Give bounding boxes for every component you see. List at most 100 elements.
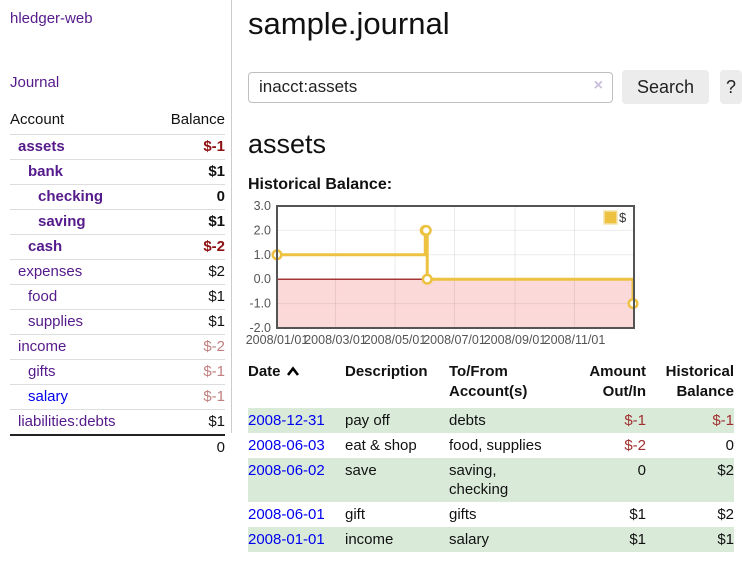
- transaction-date-link[interactable]: 2008-12-31: [248, 412, 325, 429]
- data-point-marker: [421, 273, 433, 285]
- legend-swatch: [603, 210, 618, 225]
- balance-column-header: Balance: [170, 111, 225, 128]
- account-balance: $-1: [152, 134, 225, 160]
- chart-canvas: 3.0 2.0 1.0 0.0 -1.0 -2.02008/01/012008/03/01…: [246, 199, 639, 347]
- transaction-description: gift: [345, 506, 366, 523]
- transaction-date-link[interactable]: 2008-01-01: [248, 531, 325, 548]
- chart-title: Historical Balance:: [248, 176, 393, 193]
- transaction-accounts: gifts: [449, 506, 477, 523]
- account-balance: $1: [152, 309, 225, 335]
- y-tick-label: 3.0: [254, 199, 271, 213]
- main-content: sample.journal × Search ? assets Histori…: [246, 0, 742, 552]
- x-tick-label: 2008/07/01: [423, 333, 486, 347]
- sidebar-item-journal[interactable]: Journal: [10, 74, 60, 91]
- account-link-liabilities-debts[interactable]: liabilities:debts: [18, 413, 116, 430]
- transaction-date-link[interactable]: 2008-06-03: [248, 437, 325, 454]
- search-bar: × Search ?: [248, 70, 742, 104]
- x-tick-label: 2008/01/01: [246, 333, 309, 347]
- account-row: bank $1: [10, 159, 225, 185]
- clear-search-icon[interactable]: ×: [593, 76, 603, 94]
- transaction-accounts: salary: [449, 531, 490, 548]
- transaction-description: pay off: [345, 412, 390, 429]
- x-tick-label: 2008/05/01: [364, 333, 427, 347]
- account-balance: $-2: [152, 334, 225, 360]
- account-balance: $-1: [152, 384, 225, 410]
- transaction-amount: $-2: [624, 437, 646, 454]
- y-tick-label: -1.0: [249, 297, 271, 311]
- transaction-description: eat & shop: [345, 437, 417, 454]
- account-link-expenses[interactable]: expenses: [18, 263, 83, 280]
- transaction-balance: $2: [717, 462, 734, 479]
- transaction-description: income: [345, 531, 394, 548]
- transaction-balance: 0: [725, 437, 734, 454]
- account-link-bank[interactable]: bank: [28, 163, 64, 180]
- transaction-amount: $-1: [624, 412, 646, 429]
- search-input[interactable]: [248, 71, 613, 103]
- transaction-row: 2008-06-02 save saving, checking 0 $2: [248, 458, 734, 502]
- transaction-row: 2008-01-01 income salary $1 $1: [248, 527, 734, 552]
- historical-balance-chart: 3.0 2.0 1.0 0.0 -1.0 -2.0 2008/01/01 2008/03/01…: [240, 198, 742, 350]
- transaction-date-link[interactable]: 2008-06-01: [248, 506, 325, 523]
- plot-border: [276, 205, 635, 329]
- account-row: supplies $1: [10, 309, 225, 335]
- help-button[interactable]: ?: [720, 70, 742, 104]
- account-balance: $-2: [152, 234, 225, 260]
- y-tick-label: 2.0: [254, 223, 271, 237]
- account-link-salary[interactable]: salary: [28, 388, 69, 405]
- account-link-checking[interactable]: checking: [38, 188, 104, 205]
- y-tick-label: 1.0: [254, 248, 271, 262]
- account-link-gifts[interactable]: gifts: [28, 363, 56, 380]
- page-title: sample.journal: [248, 6, 450, 41]
- account-row: salary $-1: [10, 384, 225, 410]
- account-link-assets[interactable]: assets: [18, 138, 65, 155]
- account-link-food[interactable]: food: [28, 288, 58, 305]
- transaction-balance: $1: [717, 531, 734, 548]
- date-column-header[interactable]: Date: [248, 359, 345, 408]
- description-column-header: Description: [345, 363, 428, 380]
- legend-label: $: [619, 210, 627, 225]
- account-link-income[interactable]: income: [18, 338, 67, 355]
- account-link-saving[interactable]: saving: [38, 213, 86, 230]
- app-brand-link[interactable]: hledger-web: [10, 10, 93, 27]
- account-row: assets $-1: [10, 134, 225, 160]
- account-column-header: Account: [10, 111, 65, 128]
- transaction-row: 2008-06-03 eat & shop food, supplies $-2 0: [248, 433, 734, 458]
- search-button[interactable]: Search: [622, 70, 710, 104]
- accounts-table-header: Account Balance: [10, 108, 225, 135]
- transaction-amount: 0: [637, 462, 646, 479]
- account-row: income $-2: [10, 334, 225, 360]
- y-tick-label: -2.0: [249, 321, 271, 335]
- transaction-amount: $1: [629, 531, 646, 548]
- account-balance: $1: [152, 409, 225, 435]
- register-table: Date Description To/From Account(s) Amou…: [248, 359, 734, 552]
- account-row: gifts $-1: [10, 359, 225, 385]
- transaction-date-link[interactable]: 2008-06-02: [248, 462, 325, 479]
- x-tick-label: 2008/03/01: [304, 333, 367, 347]
- transaction-balance: $2: [717, 506, 734, 523]
- amount-column-header: Amount Out/In: [589, 363, 646, 400]
- account-link-cash[interactable]: cash: [28, 238, 63, 255]
- register-header-row: Date Description To/From Account(s) Amou…: [248, 359, 734, 408]
- sidebar: hledger-web Journal Account Balance asse…: [0, 0, 232, 460]
- x-tick-label: 2008/09/01: [484, 333, 547, 347]
- account-row: checking 0: [10, 184, 225, 210]
- account-balance: 0: [152, 184, 225, 210]
- x-tick-label: 2008/11/01: [544, 333, 606, 347]
- transaction-row: 2008-06-01 gift gifts $1 $2: [248, 502, 734, 527]
- balance-column-header-register: Historical Balance: [665, 363, 734, 400]
- account-row: saving $1: [10, 209, 225, 235]
- data-point-marker: [420, 224, 432, 236]
- transaction-accounts: food, supplies: [449, 437, 542, 454]
- accounts-balance-table: Account Balance assets $-1 bank $1 checking 0…: [10, 108, 225, 460]
- account-link-supplies[interactable]: supplies: [28, 313, 84, 330]
- account-row: liabilities:debts $1: [10, 409, 225, 435]
- account-balance: $1: [152, 159, 225, 185]
- account-row: expenses $2: [10, 259, 225, 285]
- account-balance: $-1: [152, 359, 225, 385]
- account-balance: $1: [152, 284, 225, 310]
- account-balance: $2: [152, 259, 225, 285]
- transaction-accounts: debts: [449, 412, 486, 429]
- account-row: cash $-2: [10, 234, 225, 260]
- total-balance: 0: [152, 434, 225, 460]
- transaction-balance: $-1: [712, 412, 734, 429]
